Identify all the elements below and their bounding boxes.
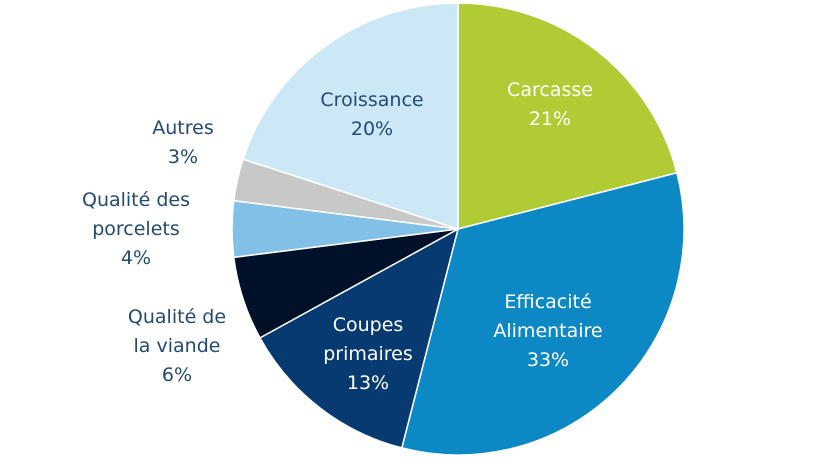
slice-name-line: Autres: [152, 117, 213, 139]
slice-name-line: porcelets: [92, 218, 180, 240]
slice-name-line: la viande: [134, 335, 221, 357]
pie-labels: Carcasse 21% Efficacité Alimentaire 33% Coupe…: [82, 79, 603, 394]
slice-name-line: Qualité de: [128, 306, 226, 328]
slice-name-line: primaires: [323, 343, 413, 365]
slice-value-label: 3%: [168, 146, 198, 168]
slice-label-efficacite-alimentaire: Efficacité Alimentaire 33%: [493, 291, 602, 371]
slice-name-line: Croissance: [320, 89, 423, 111]
slice-label-autres: Autres 3%: [152, 117, 213, 168]
slice-value-label: 33%: [527, 349, 569, 371]
slice-label-qualite-porcelets: Qualité des porcelets 4%: [82, 189, 190, 269]
pie-slice-croissance: [242, 2, 459, 231]
slice-value-label: 13%: [347, 372, 389, 394]
slice-name-line: Carcasse: [507, 79, 593, 101]
pie-slice-coupes-primaires: [258, 227, 460, 449]
slice-value-label: 4%: [121, 247, 151, 269]
slice-label-qualite-viande: Qualité de la viande 6%: [128, 306, 226, 386]
slice-label-coupes-primaires: Coupes primaires 13%: [323, 314, 413, 394]
slice-label-croissance: Croissance 20%: [320, 89, 423, 140]
slice-name-line: Coupes: [333, 314, 404, 336]
slice-name-line: Qualité des: [82, 189, 190, 211]
pie-slice-efficacite-alimentaire: [400, 171, 685, 456]
pie-slice-carcasse: [457, 2, 678, 230]
pie-slices: [231, 2, 685, 456]
slice-name-line: Efficacité: [504, 291, 591, 313]
slice-name-line: Alimentaire: [493, 320, 602, 342]
slice-value-label: 21%: [529, 108, 571, 130]
slice-value-label: 6%: [162, 364, 192, 386]
slice-label-carcasse: Carcasse 21%: [507, 79, 593, 130]
slice-value-label: 20%: [351, 118, 393, 140]
